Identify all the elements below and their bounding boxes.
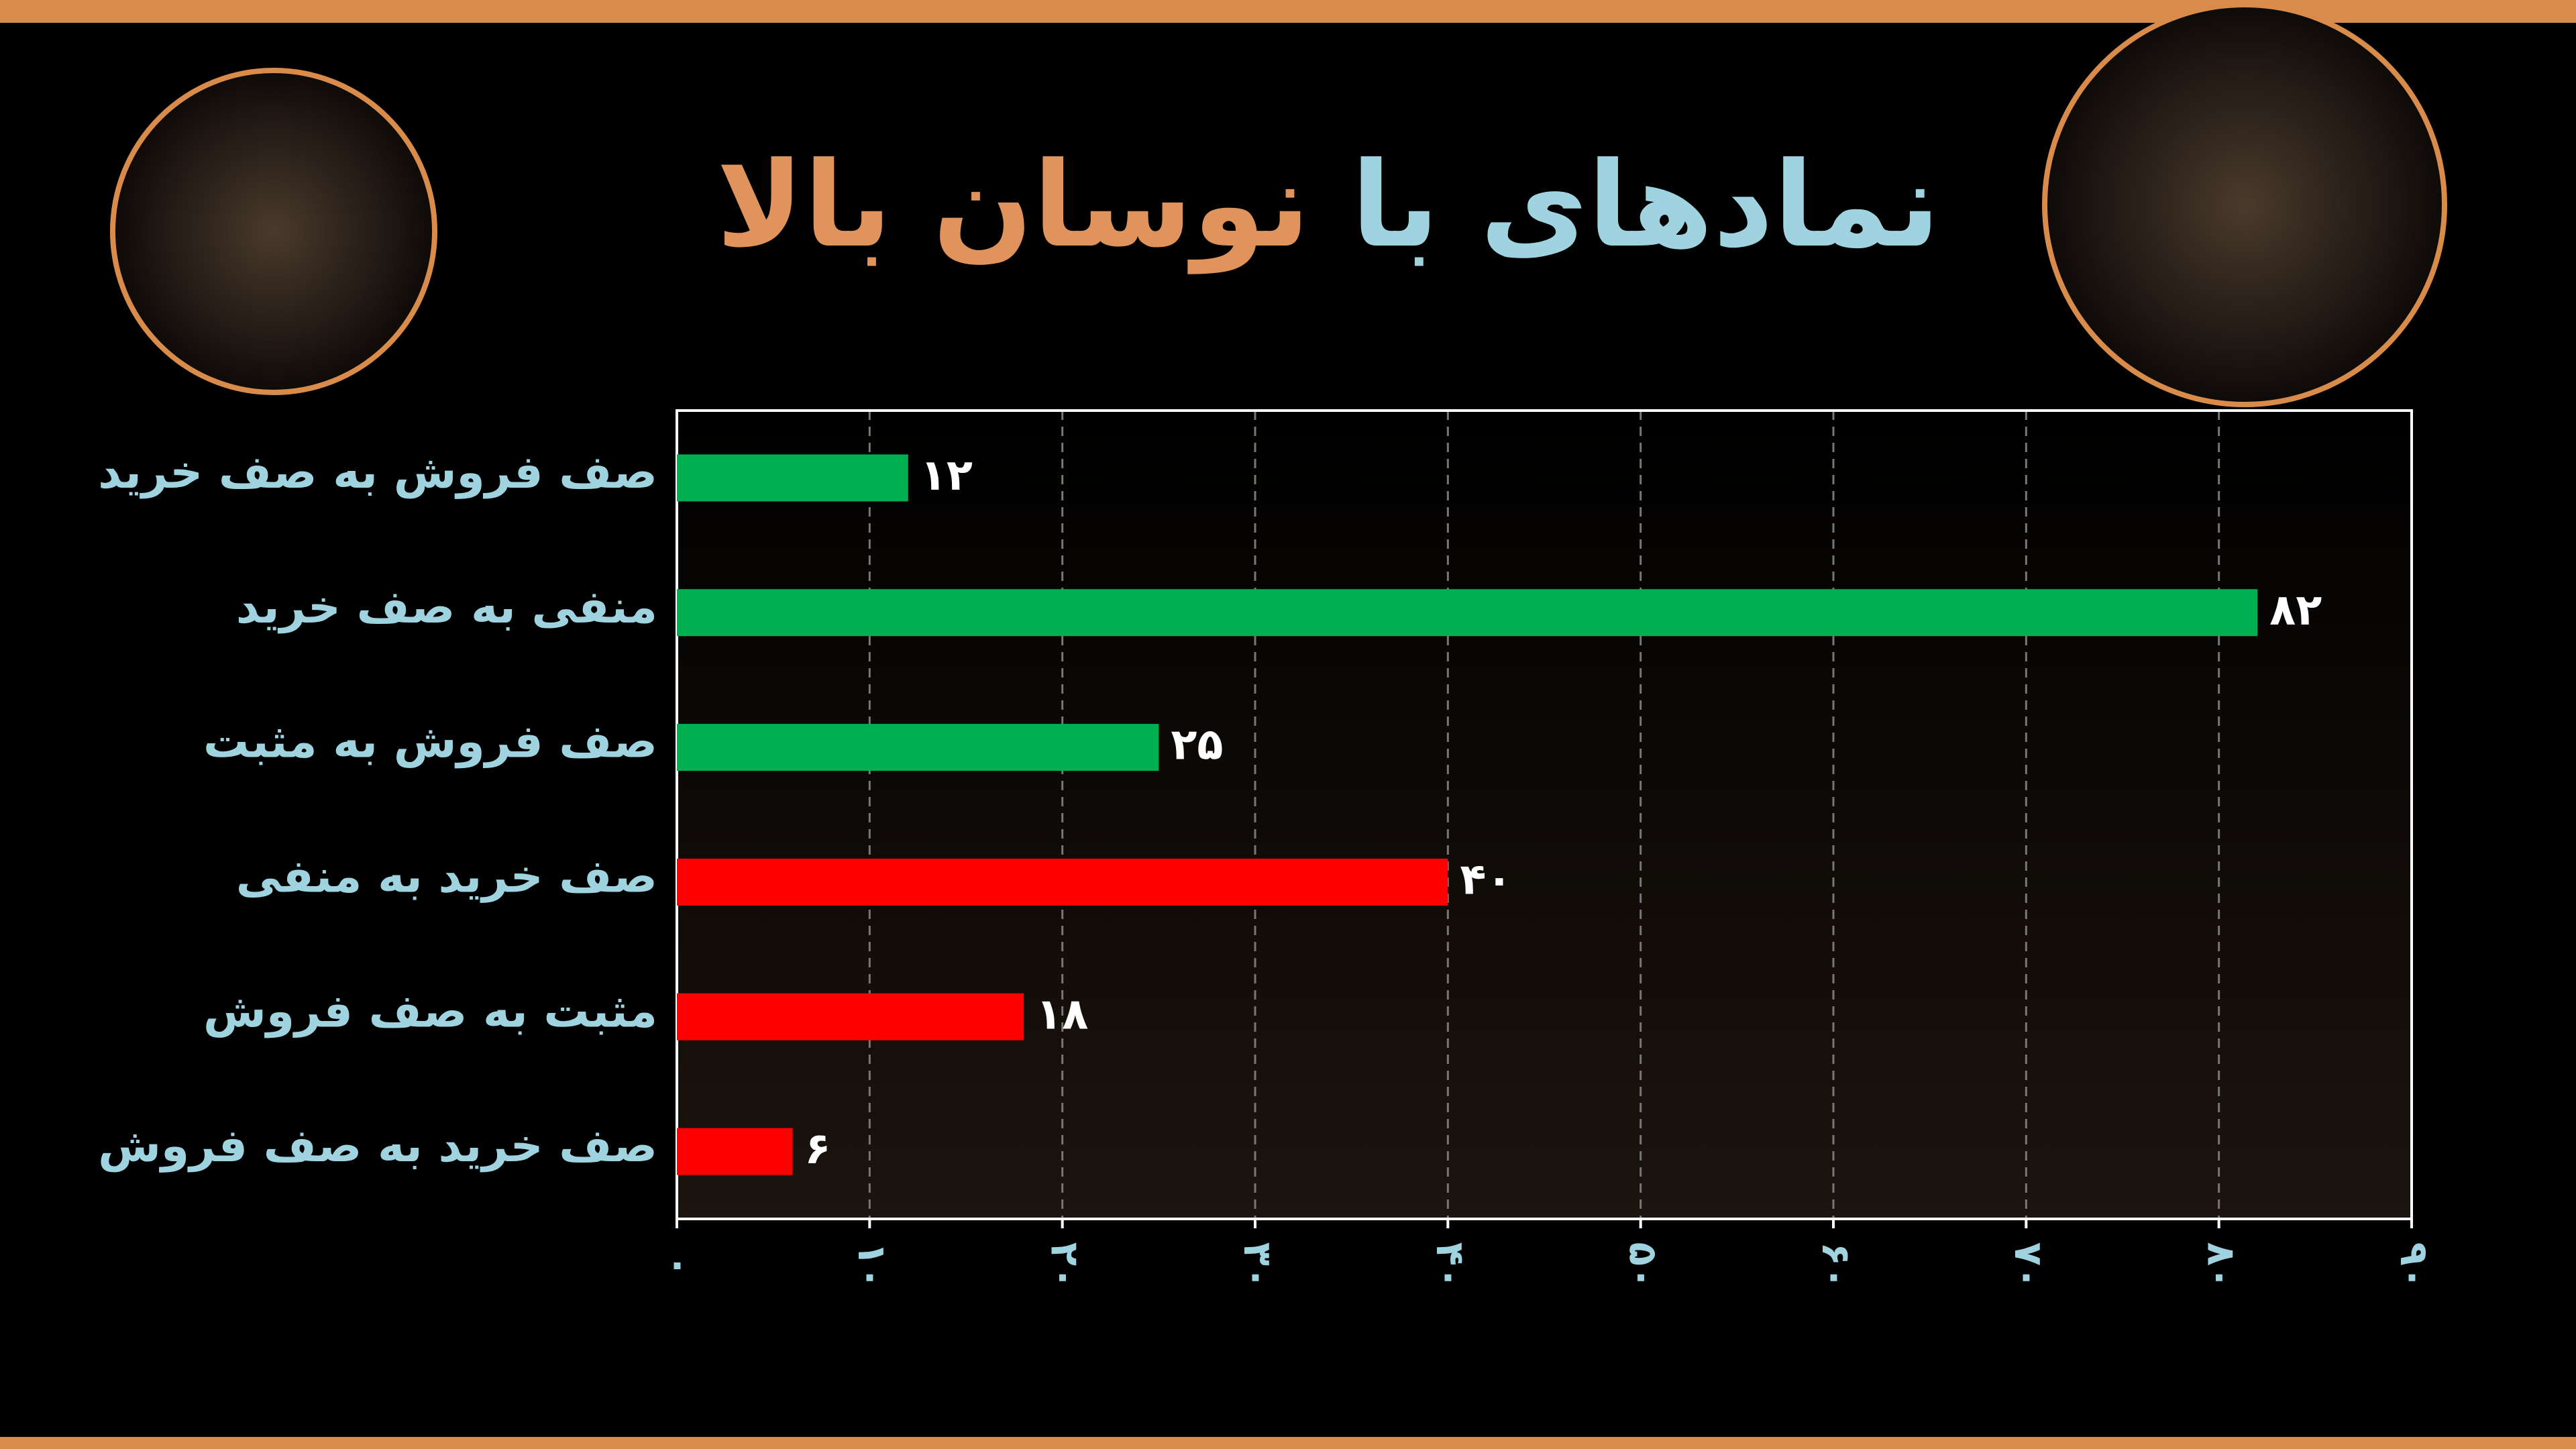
x-tick-label: ۰	[657, 1254, 702, 1277]
plot-area	[677, 411, 2412, 1219]
bull-image	[2042, 2, 2447, 407]
x-tick-label: ۸۰	[2199, 1242, 2245, 1290]
value-label: ۲۵	[1171, 720, 1223, 770]
value-label: ۶	[804, 1124, 830, 1174]
x-tick-label: ۹۰	[2392, 1242, 2437, 1290]
x-tick-label: ۵۰	[1621, 1242, 1666, 1290]
value-label: ۱۸	[1036, 989, 1088, 1039]
y-tick-label: صف خرید به صف فروش	[98, 1120, 657, 1173]
value-label: ۴۰	[1460, 855, 1512, 904]
y-tick-label: صف خرید به منفی	[236, 850, 657, 903]
bear-image	[110, 68, 437, 395]
y-tick-label: مثبت به صف فروش	[203, 985, 657, 1038]
y-tick-label: صف فروش به مثبت	[203, 716, 657, 769]
top-band	[0, 0, 2576, 23]
chart-title: نمادهای با نوسان بالا	[716, 138, 1941, 274]
x-tick-label: ۳۰	[1235, 1242, 1281, 1290]
y-tick-label: صف فروش به صف خرید	[98, 446, 657, 499]
title-part: نوسان بالا	[716, 138, 1310, 274]
bar	[677, 724, 1159, 771]
bar	[677, 858, 1448, 906]
x-tick-label: ۷۰	[2006, 1242, 2051, 1290]
bar	[677, 589, 2258, 637]
x-tick-label: ۱۰	[849, 1242, 895, 1290]
plot-frame	[676, 409, 2413, 1220]
bar	[677, 454, 908, 502]
title-part: نمادهای با	[1351, 138, 1940, 274]
y-tick-label: منفی به صف خرید	[236, 581, 657, 634]
x-tick-label: ۴۰	[1428, 1242, 1473, 1290]
bottom-band	[0, 1437, 2576, 1449]
bar	[677, 1128, 793, 1175]
x-tick-label: ۶۰	[1813, 1242, 1859, 1290]
x-tick-label: ۲۰	[1042, 1242, 1088, 1290]
value-label: ۸۲	[2269, 586, 2322, 635]
value-label: ۱۲	[920, 451, 973, 500]
bar	[677, 993, 1024, 1040]
